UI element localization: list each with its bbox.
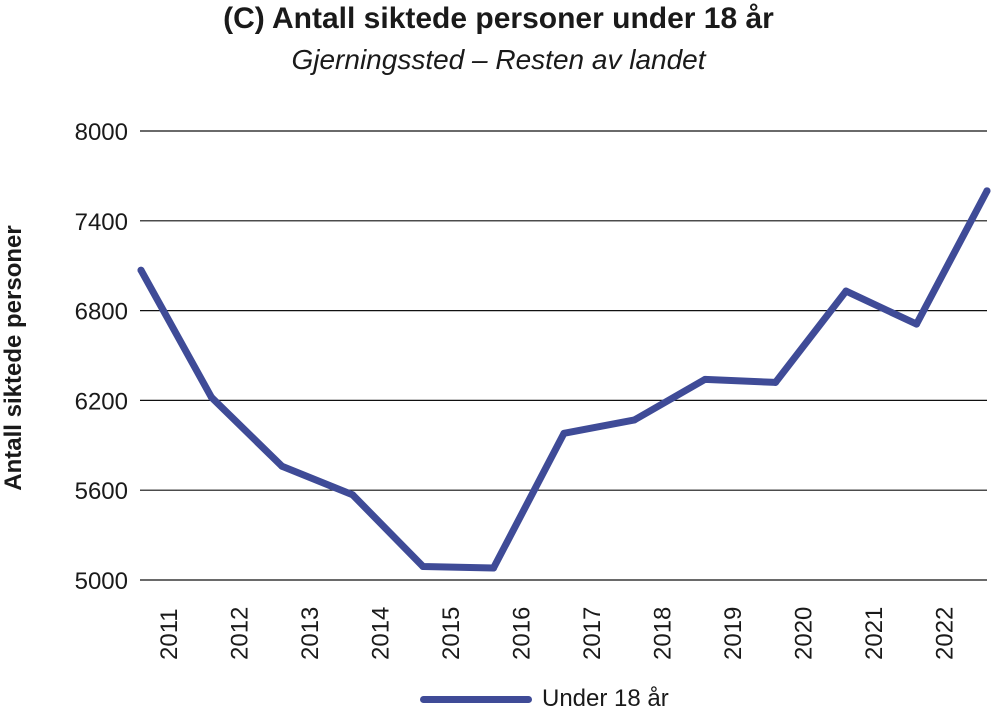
legend-swatch — [420, 695, 532, 703]
data-point — [913, 320, 920, 328]
x-tick-label: 2014 — [368, 607, 395, 660]
x-tick-label: 2018 — [650, 607, 677, 660]
y-tick-label: 8000 — [75, 119, 128, 146]
data-point — [842, 287, 850, 295]
x-tick-label: 2020 — [791, 607, 818, 660]
x-tick-label: 2017 — [579, 607, 606, 660]
x-tick-label: 2015 — [438, 607, 465, 660]
series-line — [137, 187, 991, 572]
chart-title: (C) Antall siktede personer under 18 år — [223, 2, 774, 35]
y-tick-label: 7400 — [75, 209, 128, 236]
data-point — [137, 266, 145, 274]
x-tick-label: 2011 — [156, 608, 183, 660]
data-point — [701, 375, 709, 383]
x-tick-label: 2016 — [509, 607, 536, 660]
data-point — [560, 429, 568, 437]
x-tick-label: 2022 — [932, 607, 959, 660]
data-point — [419, 563, 427, 571]
x-tick-label: 2021 — [861, 607, 888, 660]
chart-subtitle: Gjerningssted – Resten av landet — [291, 44, 706, 75]
data-point — [983, 187, 991, 195]
data-point — [278, 462, 286, 470]
y-tick-label: 5600 — [75, 478, 128, 505]
y-tick-label: 6200 — [75, 388, 128, 415]
y-tick-label: 5000 — [75, 568, 128, 595]
data-point — [631, 416, 638, 424]
data-point — [349, 491, 356, 499]
x-tick-label: 2012 — [227, 607, 254, 660]
x-tick-label: 2019 — [720, 607, 747, 660]
legend: Under 18 år — [420, 683, 669, 715]
data-point — [208, 393, 215, 401]
legend-label: Under 18 år — [542, 685, 669, 712]
y-tick-label: 6800 — [75, 299, 128, 326]
data-point — [772, 378, 779, 386]
x-tick-label: 2013 — [297, 607, 324, 660]
data-point — [490, 564, 497, 572]
